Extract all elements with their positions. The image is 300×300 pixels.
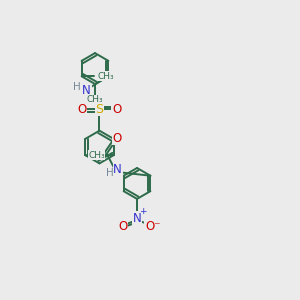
Text: O: O	[112, 132, 122, 145]
Text: CH₃: CH₃	[88, 151, 105, 160]
Text: H: H	[106, 168, 114, 178]
Text: S: S	[95, 103, 104, 116]
Text: CH₃: CH₃	[87, 95, 103, 104]
Text: O: O	[112, 103, 121, 116]
Text: H: H	[73, 82, 81, 92]
Text: N: N	[82, 84, 91, 98]
Text: O: O	[118, 220, 128, 233]
Text: +: +	[139, 207, 146, 216]
Text: CH₃: CH₃	[98, 72, 115, 81]
Text: O⁻: O⁻	[145, 220, 161, 233]
Text: O: O	[78, 103, 87, 116]
Text: N: N	[133, 212, 141, 225]
Text: N: N	[113, 163, 122, 176]
